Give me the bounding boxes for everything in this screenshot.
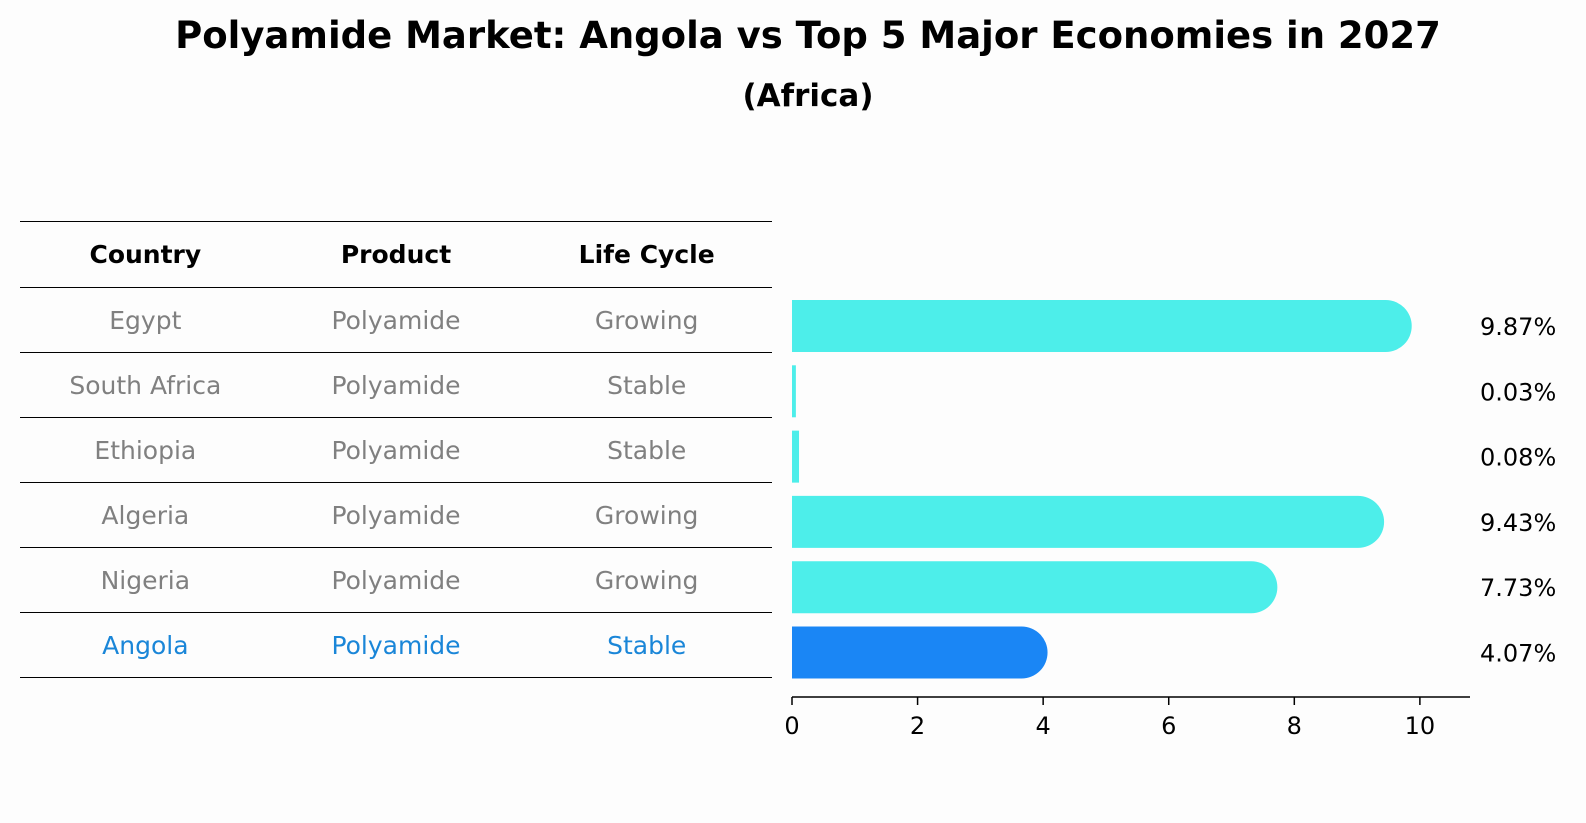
bar-egypt — [792, 300, 1412, 352]
product-cell: Polyamide — [331, 500, 461, 530]
chart-subtitle: (Africa) — [742, 78, 874, 114]
bar-nigeria — [792, 561, 1278, 614]
x-tick-label: 6 — [1161, 712, 1176, 740]
life-cycle-cell: Growing — [594, 305, 699, 335]
product-cell: Polyamide — [331, 305, 461, 335]
country-cell: Ethiopia — [94, 435, 197, 465]
country-cell: Egypt — [109, 305, 182, 335]
bar-value-label: 9.43% — [1480, 509, 1556, 537]
bar-algeria — [792, 495, 1385, 548]
x-tick-label: 10 — [1405, 712, 1436, 740]
life-cycle-cell: Growing — [594, 500, 699, 530]
life-cycle-cell: Stable — [607, 435, 687, 465]
life-cycle-cell: Growing — [594, 565, 699, 595]
data-table: Country Product Life Cycle Egypt Polyami… — [20, 221, 772, 678]
x-tick-label: 2 — [910, 712, 925, 740]
bar-angola — [792, 626, 1048, 679]
column-header-country: Country — [89, 240, 202, 269]
table-row: South Africa Polyamide Stable — [20, 353, 772, 418]
life-cycle-cell: Stable — [607, 370, 687, 400]
product-cell: Polyamide — [331, 630, 461, 660]
table-row: Nigeria Polyamide Growing — [20, 548, 772, 613]
country-cell: Nigeria — [100, 565, 191, 595]
chart-title: Polyamide Market: Angola vs Top 5 Major … — [175, 14, 1441, 57]
x-tick-label: 0 — [784, 712, 799, 740]
bar-south-africa — [792, 365, 796, 418]
country-cell: Algeria — [101, 500, 190, 530]
bar-value-label: 9.87% — [1480, 313, 1556, 341]
bar-ethiopia — [792, 430, 800, 483]
table-row: Egypt Polyamide Growing — [20, 288, 772, 353]
column-header-life-cycle: Life Cycle — [578, 240, 715, 269]
bar-value-label: 4.07% — [1480, 640, 1556, 668]
x-tick-label: 8 — [1287, 712, 1302, 740]
table-row-highlighted: Angola Polyamide Stable — [20, 613, 772, 678]
product-cell: Polyamide — [331, 435, 461, 465]
bar-value-label: 0.08% — [1480, 444, 1556, 472]
column-header-product: Product — [340, 240, 452, 269]
product-cell: Polyamide — [331, 370, 461, 400]
table-row: Algeria Polyamide Growing — [20, 483, 772, 548]
country-cell: South Africa — [69, 370, 222, 400]
bar-value-label: 0.03% — [1480, 378, 1556, 406]
life-cycle-cell: Stable — [607, 630, 687, 660]
product-cell: Polyamide — [331, 565, 461, 595]
table-row: Ethiopia Polyamide Stable — [20, 418, 772, 483]
bar-value-label: 7.73% — [1480, 574, 1556, 602]
x-tick-label: 4 — [1036, 712, 1051, 740]
country-cell: Angola — [102, 630, 189, 660]
table-header-row: Country Product Life Cycle — [20, 222, 772, 288]
